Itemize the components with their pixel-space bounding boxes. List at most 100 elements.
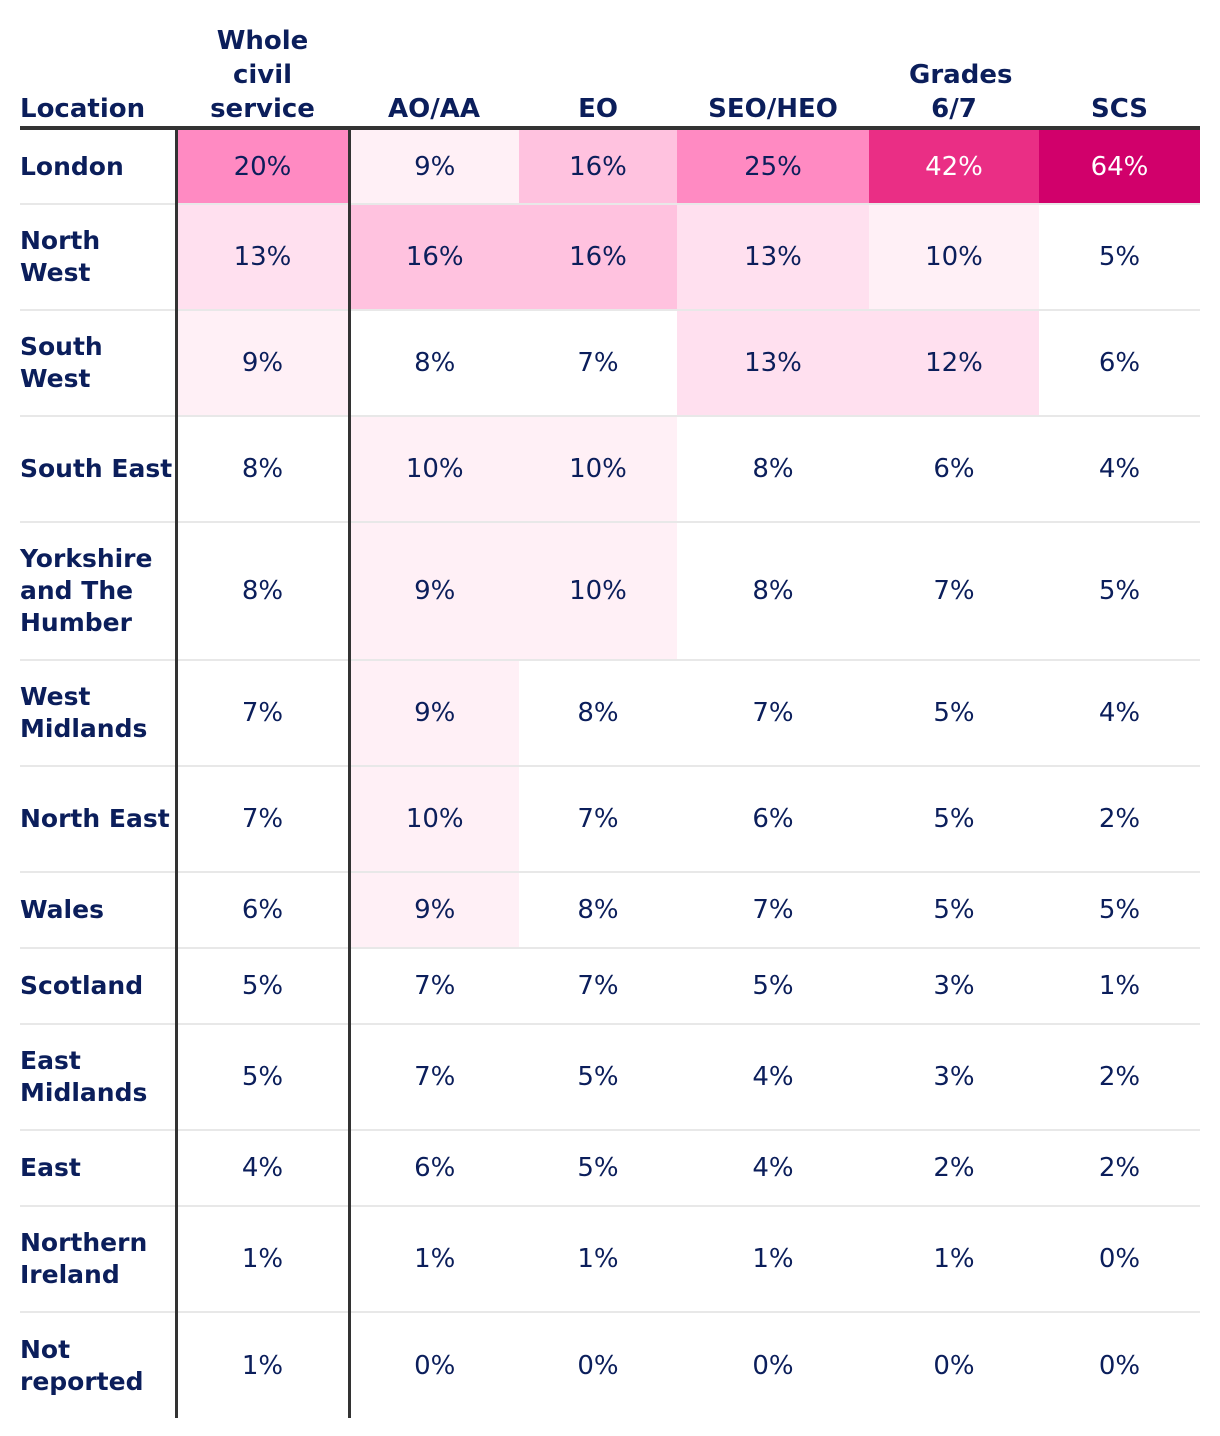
heatmap-cell: 10% [519,416,677,522]
heatmap-cell: 20% [174,128,349,204]
heatmap-cell: 6% [677,766,869,872]
heatmap-cell: 5% [1039,522,1200,660]
heatmap-cell: 12% [869,310,1039,416]
heatmap-cell: 5% [519,1130,677,1206]
heatmap-cell: 7% [519,310,677,416]
heatmap-cell: 3% [869,948,1039,1024]
heatmap-cell: 5% [1039,872,1200,948]
heatmap-cell: 8% [677,522,869,660]
heatmap-cell: 0% [677,1312,869,1418]
heatmap-cell: 1% [869,1206,1039,1312]
row-label: London [20,151,124,181]
table-row: Not reported 1% 0% 0% 0% 0% 0% [20,1312,1200,1418]
table-row: Wales 6% 9% 8% 7% 5% 5% [20,872,1200,948]
heatmap-cell: 2% [1039,766,1200,872]
table-row: North East 7% 10% 7% 6% 5% 2% [20,766,1200,872]
row-label: Wales [20,895,104,924]
heatmap-cell: 5% [677,948,869,1024]
heatmap-cell: 7% [347,1024,519,1130]
row-label: South East [20,454,173,483]
heatmap-cell: 4% [677,1024,869,1130]
row-label: Yorkshire and The Humber [20,544,153,637]
heatmap-cell: 0% [869,1312,1039,1418]
row-label: North West [20,226,101,287]
heatmap-cell: 6% [869,416,1039,522]
heatmap-cell: 42% [869,128,1039,204]
heatmap-cell: 13% [174,204,349,310]
heatmap-cell: 5% [519,1024,677,1130]
table-row: Scotland 5% 7% 7% 5% 3% 1% [20,948,1200,1024]
header-row: Location Whole civil service AO/AA EO SE… [20,0,1200,128]
table-row: Yorkshire and The Humber 8% 9% 10% 8% 7% 5% [20,522,1200,660]
heatmap-cell: 2% [869,1130,1039,1206]
table-row: London 20% 9% 16% 25% 42% 64% [20,128,1200,204]
heatmap-cell: 8% [174,522,349,660]
heatmap-cell: 0% [519,1312,677,1418]
table-row: South West 9% 8% 7% 13% 12% 6% [20,310,1200,416]
heatmap-cell: 9% [347,522,519,660]
heatmap-cell: 8% [519,660,677,766]
row-label: Northern Ireland [20,1228,148,1289]
heatmap-cell: 9% [174,310,349,416]
heatmap-cell: 13% [677,310,869,416]
heatmap-cell: 13% [677,204,869,310]
heatmap-cell: 10% [347,766,519,872]
heatmap-cell: 1% [174,1206,349,1312]
heatmap-table: Location Whole civil service AO/AA EO SE… [20,0,1200,1418]
column-header: SCS [1090,94,1148,124]
row-label: Scotland [20,971,144,1000]
heatmap-cell: 7% [347,948,519,1024]
table-row: Northern Ireland 1% 1% 1% 1% 1% 0% [20,1206,1200,1312]
heatmap-cell: 5% [174,948,349,1024]
heatmap-cell: 16% [347,204,519,310]
heatmap-cell: 1% [677,1206,869,1312]
heatmap-cell: 7% [519,766,677,872]
location-header: Location [20,94,146,124]
heatmap-cell: 4% [677,1130,869,1206]
row-label: West Midlands [20,682,148,743]
heatmap-cell: 7% [174,660,349,766]
heatmap-cell: 10% [869,204,1039,310]
column-header: AO/AA [388,94,480,124]
table-row: West Midlands 7% 9% 8% 7% 5% 4% [20,660,1200,766]
heatmap-cell: 6% [1039,310,1200,416]
heatmap-cell: 7% [519,948,677,1024]
column-header: Grades 6/7 [909,60,1013,124]
heatmap-cell: 8% [174,416,349,522]
column-header: Whole civil service [210,26,315,124]
heatmap-cell: 0% [347,1312,519,1418]
heatmap-cell: 16% [519,204,677,310]
row-label: East Midlands [20,1046,148,1107]
heatmap-cell: 5% [869,872,1039,948]
heatmap-cell: 5% [1039,204,1200,310]
row-label: North East [20,804,170,833]
heatmap-cell: 9% [347,128,519,204]
heatmap-cell: 3% [869,1024,1039,1130]
heatmap-cell: 1% [1039,948,1200,1024]
heatmap-cell: 25% [677,128,869,204]
row-label: South West [20,332,103,393]
row-label: East [20,1153,81,1182]
heatmap-cell: 64% [1039,128,1200,204]
heatmap-cell: 8% [519,872,677,948]
heatmap-cell: 1% [174,1312,349,1418]
heatmap-cell: 7% [869,522,1039,660]
heatmap-cell: 5% [869,766,1039,872]
heatmap-cell: 9% [347,872,519,948]
table-row: East Midlands 5% 7% 5% 4% 3% 2% [20,1024,1200,1130]
heatmap-cell: 0% [1039,1206,1200,1312]
heatmap-cell: 4% [1039,660,1200,766]
heatmap-cell: 4% [174,1130,349,1206]
heatmap-cell: 8% [347,310,519,416]
heatmap-cell: 4% [1039,416,1200,522]
heatmap-cell: 9% [347,660,519,766]
heatmap-cell: 16% [519,128,677,204]
heatmap-cell: 10% [519,522,677,660]
heatmap-cell: 1% [347,1206,519,1312]
column-header: SEO/HEO [708,94,838,124]
heatmap-cell: 2% [1039,1024,1200,1130]
heatmap-cell: 10% [347,416,519,522]
table-row: South East 8% 10% 10% 8% 6% 4% [20,416,1200,522]
heatmap-cell: 7% [174,766,349,872]
heatmap-cell: 7% [677,872,869,948]
